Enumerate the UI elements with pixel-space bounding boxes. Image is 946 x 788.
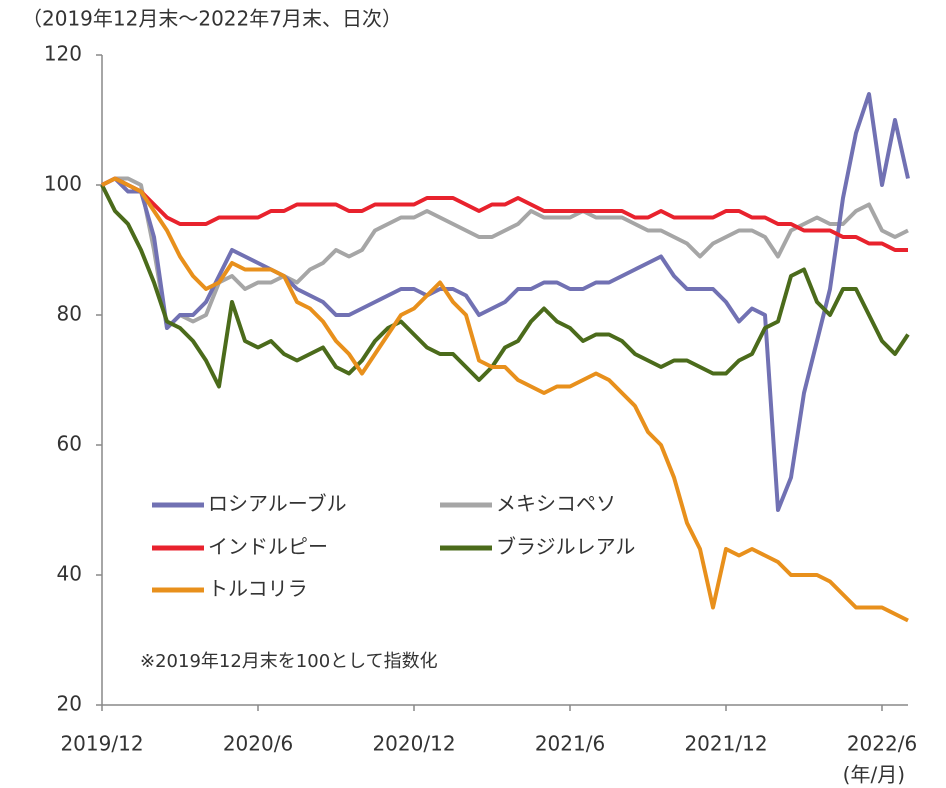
x-tick-label: 2020/12 — [372, 732, 455, 756]
y-tick-label: 100 — [44, 172, 82, 196]
y-tick-label: 80 — [57, 302, 82, 326]
x-tick-label: 2020/6 — [223, 732, 293, 756]
x-tick-label: 2021/12 — [684, 732, 767, 756]
series-line — [101, 176, 909, 623]
series-line — [101, 92, 910, 512]
series-line — [101, 176, 908, 252]
x-tick-label: 2021/6 — [535, 732, 605, 756]
annotation: ※2019年12月末を100として指数化 — [140, 651, 438, 672]
y-tick-label: 120 — [44, 42, 82, 66]
legend-label: インドルピー — [208, 535, 328, 559]
y-tick-label: 40 — [57, 562, 82, 586]
legend-label: ブラジルレアル — [496, 535, 635, 559]
y-tick-label: 20 — [57, 692, 82, 716]
legend-label: トルコリラ — [208, 577, 308, 601]
x-tick-label: 2019/12 — [60, 732, 143, 756]
legend-label: メキシコペソ — [496, 492, 616, 516]
chart-title: （2019年12月末～2022年7月末、日次） — [22, 7, 402, 31]
x-tick-label: 2022/6 — [847, 732, 917, 756]
legend-label: ロシアルーブル — [208, 492, 347, 516]
series-line — [100, 184, 910, 389]
series-line — [101, 176, 909, 330]
x-unit: (年/月) — [843, 763, 905, 787]
y-tick-label: 60 — [57, 432, 82, 456]
